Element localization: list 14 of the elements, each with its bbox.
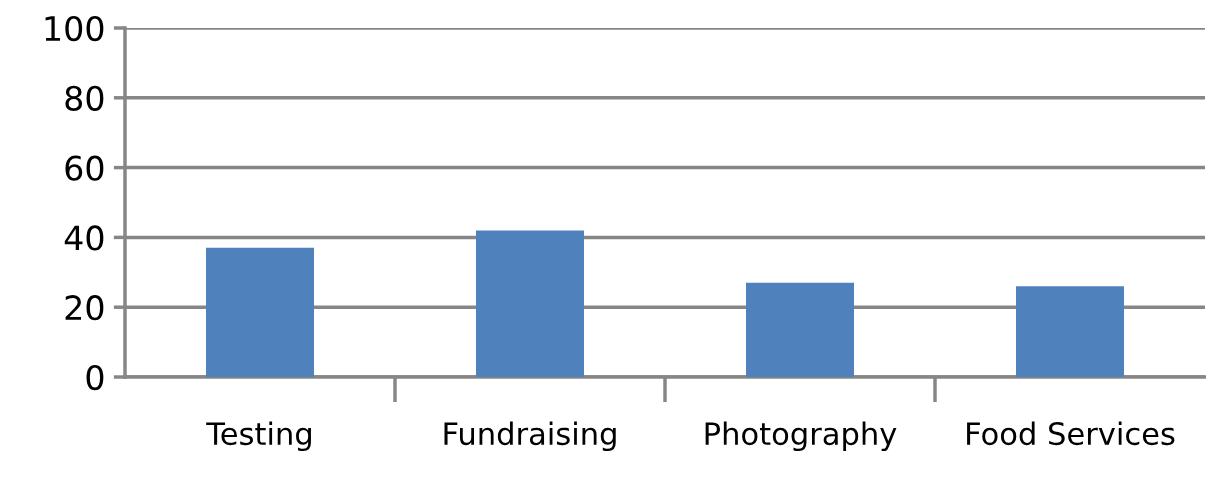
bar bbox=[746, 282, 854, 377]
bar bbox=[1016, 286, 1124, 377]
y-tick-label: 20 bbox=[65, 295, 104, 321]
y-tick-label: 60 bbox=[65, 155, 104, 181]
x-tick-label: Food Services bbox=[967, 421, 1175, 446]
x-tick-label: Photography bbox=[705, 421, 897, 452]
bar bbox=[206, 247, 314, 377]
y-tick-label: 80 bbox=[65, 85, 104, 111]
y-tick-label: 40 bbox=[64, 225, 104, 251]
x-tick-label: Fundraising bbox=[444, 421, 616, 452]
x-tick-label: Testing bbox=[206, 421, 311, 452]
bar bbox=[476, 230, 584, 377]
y-tick-label: 100 bbox=[45, 15, 104, 42]
y-tick-label: 0 bbox=[86, 364, 104, 391]
